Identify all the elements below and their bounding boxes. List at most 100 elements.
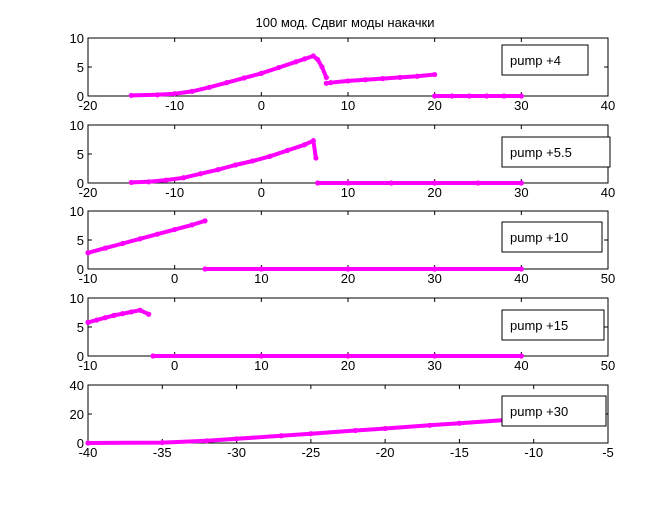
x-tick-label: 40 [601, 185, 615, 200]
data-point [258, 266, 264, 272]
data-point [456, 420, 463, 426]
x-tick-label: -10 [79, 358, 98, 373]
legend-label: pump +30 [510, 404, 568, 419]
x-tick-label: -20 [376, 445, 395, 460]
data-point [85, 319, 91, 325]
data-point [397, 74, 403, 81]
data-point [154, 92, 160, 98]
y-tick-label: 20 [70, 407, 84, 422]
data-point [102, 245, 108, 251]
y-tick-label: 0 [77, 176, 84, 191]
data-point [189, 88, 195, 94]
data-point [323, 80, 329, 86]
x-tick-label: -30 [227, 445, 246, 460]
data-point [85, 250, 91, 256]
subplot-2: -20 -10 0 10 20 30 40 0 5 10 pump +5.5 [70, 118, 616, 200]
data-point [137, 307, 143, 313]
data-point [380, 76, 386, 82]
data-point [518, 180, 524, 186]
data-point [202, 218, 208, 224]
data-point [172, 91, 178, 97]
legend-box [501, 136, 611, 168]
x-tick-label: 20 [341, 358, 355, 373]
x-tick-label: -10 [79, 271, 98, 286]
y-tick-label: 0 [77, 436, 84, 451]
data-point [345, 266, 351, 272]
data-point [189, 222, 195, 228]
data-point [206, 84, 212, 90]
data-point [432, 93, 438, 99]
data-point [345, 180, 351, 186]
data-point [258, 353, 264, 359]
subplot-1: -20 -10 0 10 20 30 40 0 5 10 pump +4 [70, 31, 616, 113]
data-point [319, 64, 325, 70]
data-point [466, 93, 472, 99]
data-point [432, 180, 438, 186]
data-point [120, 311, 126, 317]
x-tick-label: 20 [341, 271, 355, 286]
y-tick-label: 10 [70, 31, 84, 46]
x-tick-label: 0 [258, 98, 265, 113]
data-point [102, 315, 108, 321]
data-point [302, 142, 308, 148]
data-point [215, 167, 221, 173]
x-tick-label: -20 [79, 185, 98, 200]
data-point [204, 438, 210, 444]
data-point [432, 71, 438, 78]
data-point [310, 53, 316, 59]
data-point [159, 439, 165, 446]
x-tick-label: -20 [79, 98, 98, 113]
data-point [278, 433, 284, 439]
data-point [345, 353, 351, 359]
data-point [128, 309, 134, 315]
y-tick-label: 0 [77, 89, 84, 104]
x-tick-label: -15 [450, 445, 469, 460]
x-tick-label: 10 [254, 358, 268, 373]
x-tick-label: 40 [514, 358, 528, 373]
x-tick-label: -5 [602, 445, 614, 460]
x-tick-label: 40 [601, 98, 615, 113]
x-tick-label: 0 [171, 358, 178, 373]
x-tick-label: 0 [171, 271, 178, 286]
data-point [241, 75, 247, 81]
data-point [111, 312, 117, 318]
data-point [315, 180, 321, 186]
data-point [518, 353, 524, 359]
data-point [449, 93, 455, 99]
y-tick-label: 0 [77, 349, 84, 364]
data-point [276, 64, 282, 71]
data-point [198, 171, 204, 177]
series-line [86, 410, 536, 445]
x-tick-label: 30 [514, 98, 528, 113]
legend-label: pump +4 [510, 53, 561, 68]
data-point [293, 59, 299, 65]
x-tick-label: 40 [514, 271, 528, 286]
x-tick-label: -35 [153, 445, 172, 460]
legend-label: pump +15 [510, 318, 568, 333]
x-tick-label: -10 [524, 445, 543, 460]
x-tick-label: -40 [79, 445, 98, 460]
series-line [324, 72, 437, 86]
data-point [154, 231, 160, 237]
y-tick-label: 10 [70, 118, 84, 133]
y-tick-label: 5 [77, 233, 84, 248]
x-tick-label: 50 [601, 358, 615, 373]
figure-title: 100 мод. Сдвиг моды накачки [256, 15, 435, 30]
x-tick-label: 10 [341, 185, 355, 200]
data-point [328, 80, 334, 86]
legend-box [501, 395, 607, 427]
data-point [163, 177, 169, 183]
y-tick-label: 5 [77, 147, 84, 162]
data-point [308, 431, 314, 437]
x-tick-label: 30 [427, 271, 441, 286]
data-point [388, 180, 394, 186]
data-point [128, 179, 134, 186]
data-point [250, 158, 256, 164]
x-tick-label: 10 [254, 271, 268, 286]
data-point [345, 78, 351, 84]
data-point [146, 179, 152, 185]
y-tick-label: 0 [77, 262, 84, 277]
x-tick-label: -10 [165, 185, 184, 200]
